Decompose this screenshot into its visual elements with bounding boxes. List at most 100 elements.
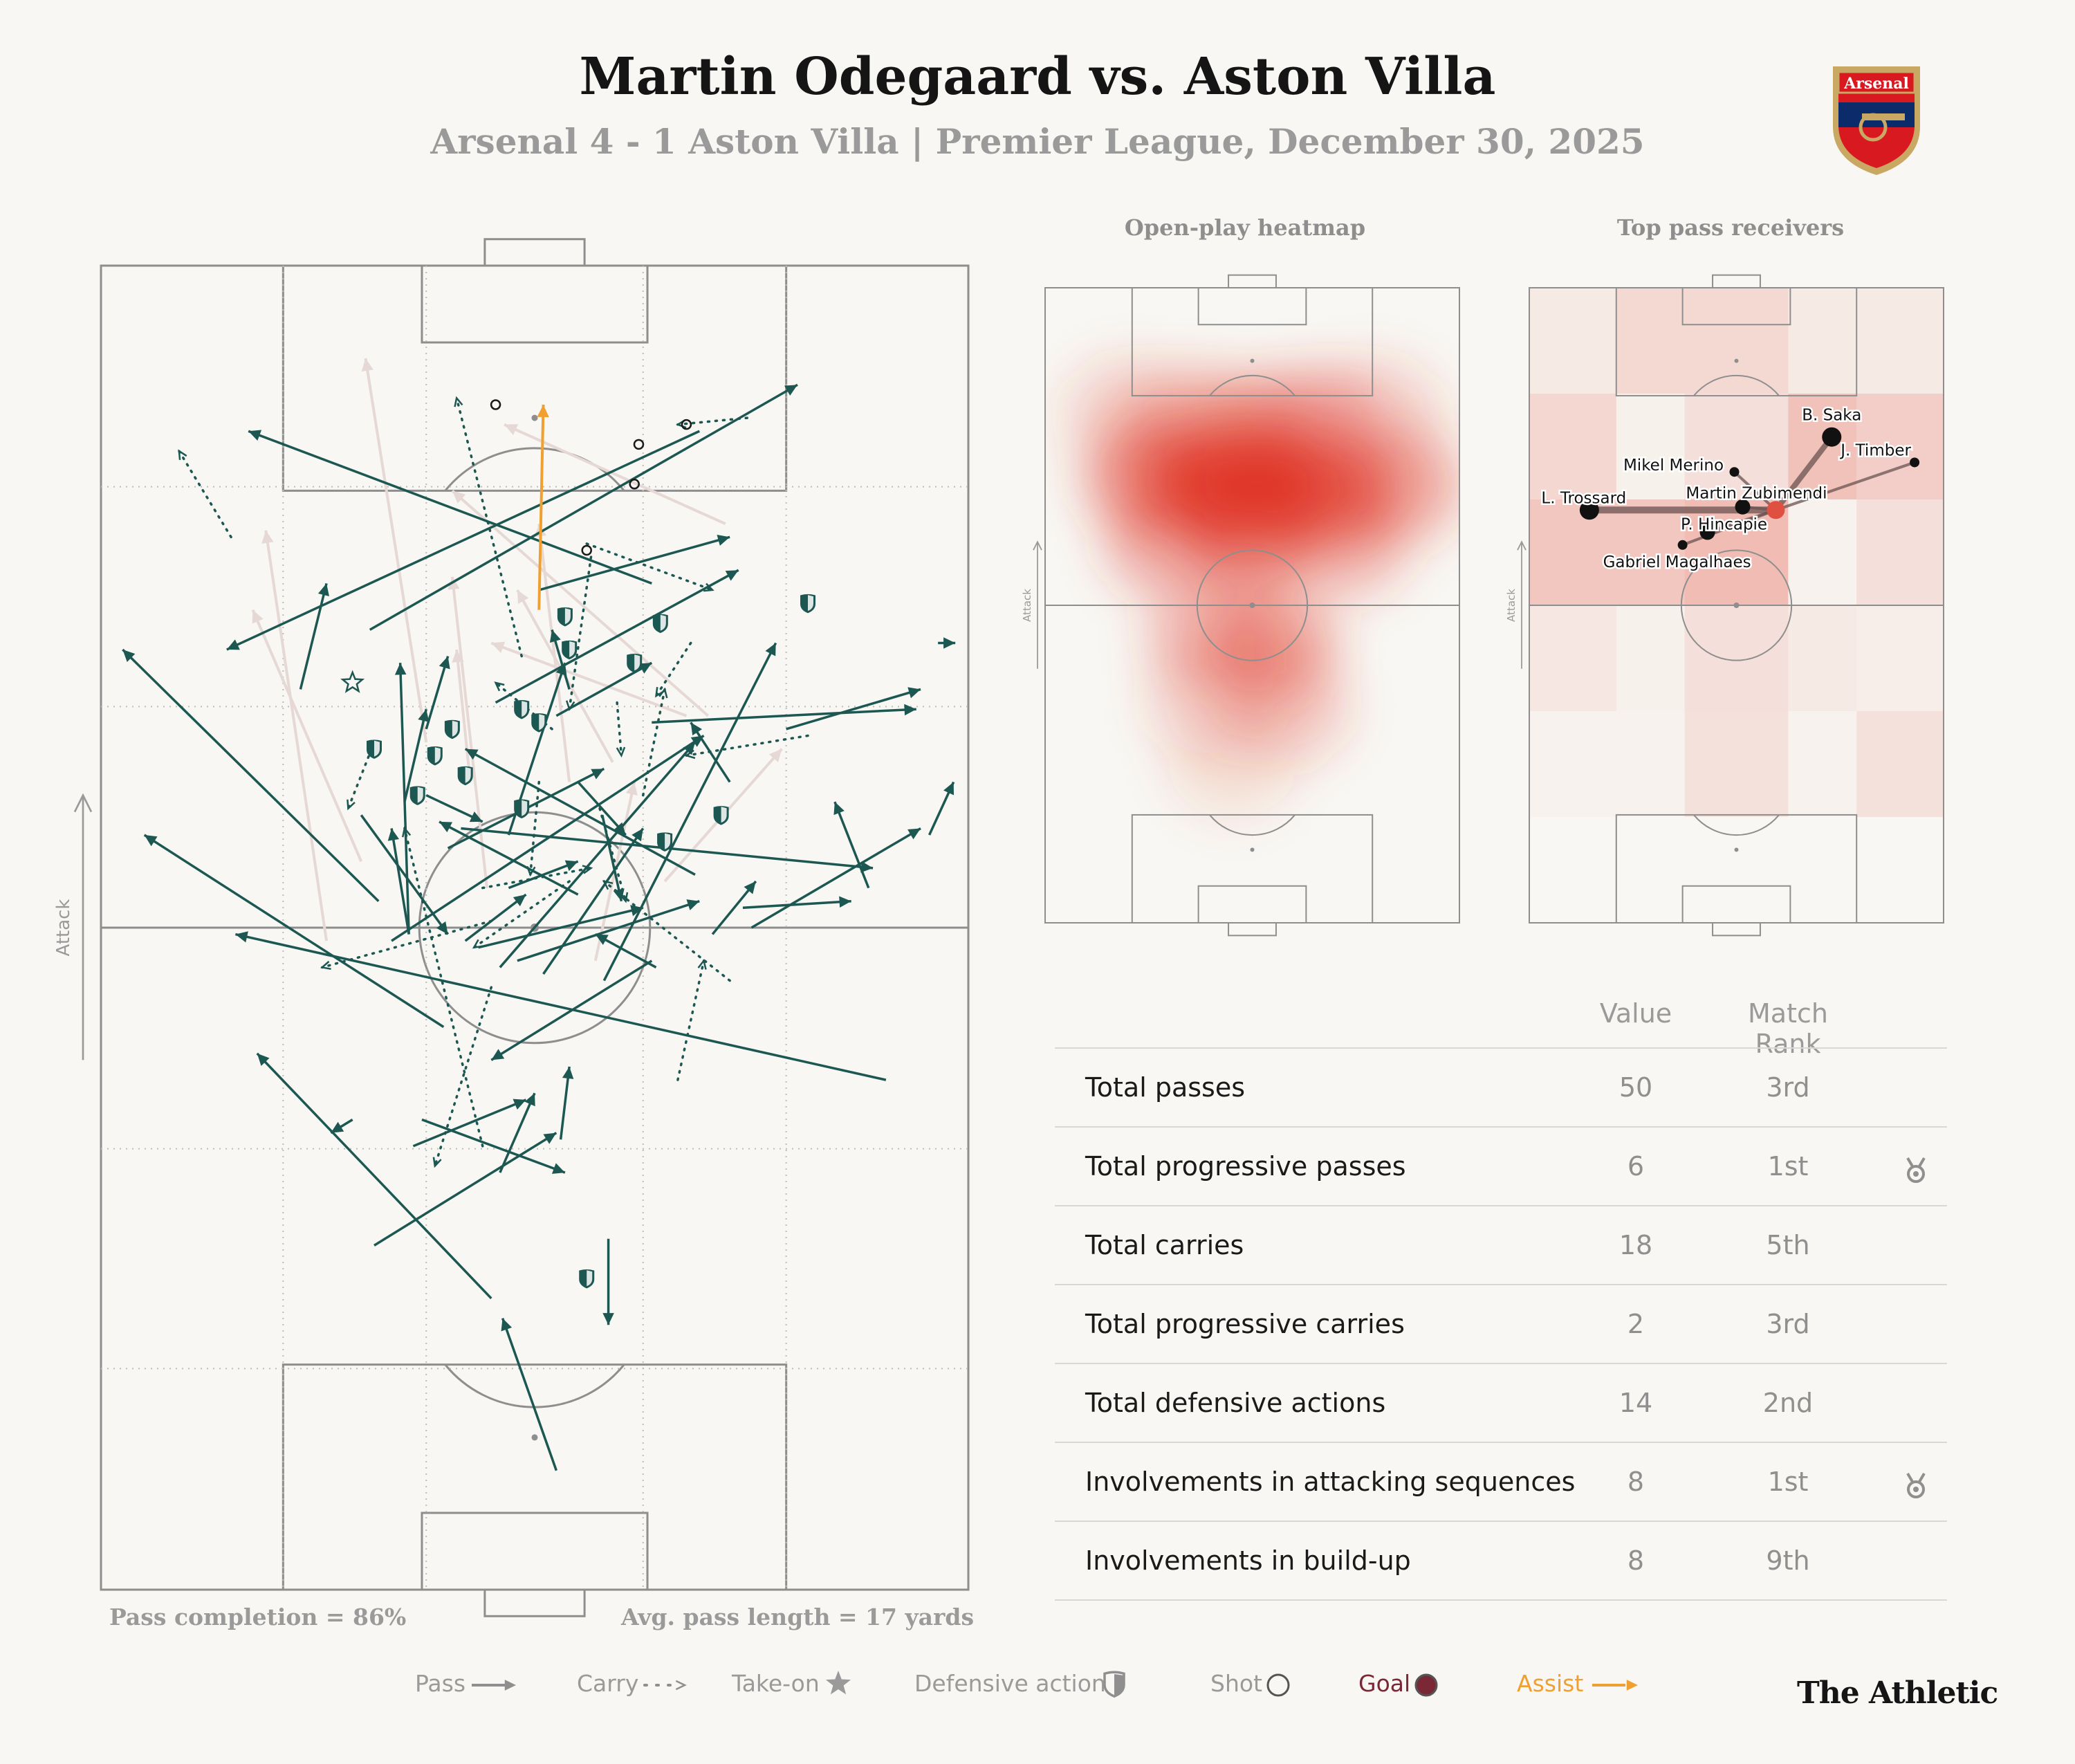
pass-head xyxy=(491,1049,505,1060)
legend-carry-head xyxy=(675,1680,687,1691)
heat-cell xyxy=(1169,710,1294,818)
row-rank: 9th xyxy=(1766,1545,1810,1576)
receiver-dot xyxy=(1699,524,1715,540)
table-row: Total passes 50 3rd xyxy=(1055,1047,1947,1128)
pass xyxy=(421,1118,566,1174)
carry xyxy=(616,701,623,757)
pass-head xyxy=(943,637,956,649)
pass xyxy=(559,1066,571,1140)
pass-head xyxy=(248,430,262,441)
penalty-box xyxy=(1615,814,1858,924)
receiver-link xyxy=(1773,435,1834,512)
pass xyxy=(517,900,700,962)
carry-head xyxy=(178,449,187,461)
incomplete-pass-head xyxy=(517,589,529,604)
six-yard-box xyxy=(1681,885,1791,924)
penalty-spot xyxy=(531,1434,538,1441)
receiver-zone xyxy=(1529,711,1616,817)
row-rank: 1st xyxy=(1767,1467,1809,1497)
defensive-action-mark xyxy=(452,720,458,737)
receiver-label: B. Saka xyxy=(1802,407,1861,425)
incomplete-pass-head xyxy=(448,576,460,590)
receiver-dot xyxy=(1735,499,1751,515)
table-row: Involvements in attacking sequences 8 1st xyxy=(1055,1442,1947,1522)
table-bottom-rule xyxy=(1055,1599,1947,1602)
zone-grid xyxy=(101,266,968,1590)
shot xyxy=(681,419,692,430)
carry xyxy=(654,641,692,697)
row-value: 8 xyxy=(1627,1467,1645,1497)
pass-head xyxy=(465,748,479,760)
receiver-zone xyxy=(1788,499,1856,605)
pass xyxy=(464,893,527,942)
receiver-zone xyxy=(1616,394,1685,499)
pass xyxy=(538,535,730,591)
pitch-lines xyxy=(1529,274,1944,937)
receiver-dot xyxy=(1677,540,1688,550)
take-on xyxy=(340,670,365,693)
brand-logo: The Athletic xyxy=(1797,1675,1998,1711)
defensive-action-mark xyxy=(564,608,571,625)
receiver-dot xyxy=(1729,467,1740,477)
legend-assist: Assist xyxy=(1517,1670,1584,1697)
row-rank: 2nd xyxy=(1762,1388,1814,1418)
attack-label: Attack xyxy=(1021,589,1033,622)
legend-shield-icon xyxy=(1103,1671,1125,1698)
table-row: Involvements in build-up 8 9th xyxy=(1055,1520,1947,1601)
penalty-arc xyxy=(1209,374,1295,396)
carries xyxy=(178,396,809,1168)
receiver-zone xyxy=(1684,605,1789,711)
legend-pass: Pass xyxy=(415,1670,466,1697)
pass-head xyxy=(690,722,703,736)
pass-head xyxy=(860,861,874,873)
pass-head xyxy=(436,921,448,935)
legend-take-on-icon xyxy=(825,1671,851,1695)
defensive-action-mark xyxy=(665,833,671,849)
pass xyxy=(143,834,445,1029)
complete-passes xyxy=(122,383,956,1471)
carry xyxy=(494,681,553,731)
pass-head xyxy=(765,643,776,656)
pass-head xyxy=(144,835,158,847)
incomplete-pass-head xyxy=(252,609,264,624)
attack-label: Attack xyxy=(53,899,74,956)
legend-shot-icon xyxy=(1266,1673,1290,1697)
row-value: 8 xyxy=(1627,1545,1645,1576)
pass xyxy=(391,735,705,942)
table-row: Total carries 18 5th xyxy=(1055,1205,1947,1285)
row-label: Total passes xyxy=(1085,1072,1246,1103)
pass-head xyxy=(551,1163,565,1174)
receiver-label: Martin Zubimendi xyxy=(1686,485,1827,503)
pass-head xyxy=(562,1066,574,1079)
assist-head xyxy=(537,404,549,418)
pass xyxy=(478,906,644,949)
pass-head xyxy=(122,650,136,662)
defensive-action-mark xyxy=(465,766,471,783)
pass xyxy=(425,656,450,730)
defensive-action-mark xyxy=(374,740,380,757)
defensive-action-mark xyxy=(522,800,528,816)
receiver-zone xyxy=(1529,394,1616,499)
pass xyxy=(412,1099,527,1148)
pass xyxy=(256,1052,492,1300)
shot xyxy=(633,439,645,450)
pass xyxy=(750,827,921,929)
pass xyxy=(374,1132,557,1247)
row-label: Total progressive passes xyxy=(1085,1151,1406,1182)
pass-head xyxy=(555,663,567,677)
carry xyxy=(403,827,484,1148)
incomplete-pass-head xyxy=(768,748,782,762)
receiver-zone xyxy=(1856,499,1944,605)
receiver-zone xyxy=(1616,499,1685,605)
row-rank: 3rd xyxy=(1766,1309,1810,1339)
incomplete-pass xyxy=(364,358,428,743)
goal xyxy=(483,1588,586,1617)
pass-head xyxy=(904,704,916,716)
row-label: Total progressive carries xyxy=(1085,1309,1405,1339)
centre-spot xyxy=(1733,603,1740,608)
penalty-spot xyxy=(1250,358,1255,363)
carry-head xyxy=(454,396,463,407)
shot xyxy=(629,479,640,490)
carry-head xyxy=(494,681,505,692)
pass-head xyxy=(591,769,605,780)
